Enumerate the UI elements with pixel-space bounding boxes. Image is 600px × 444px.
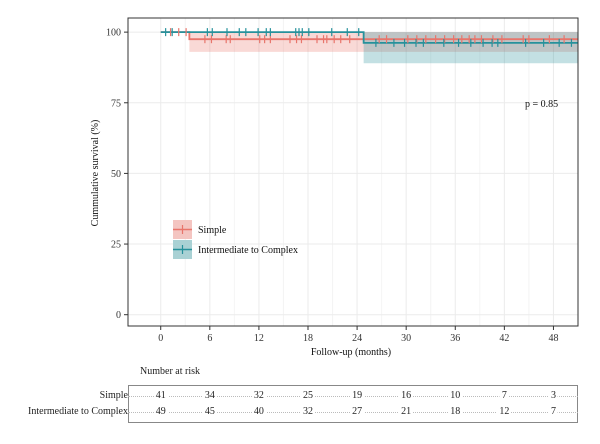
grid-lines bbox=[128, 18, 578, 326]
km-survival-chart: 0 6 12 18 24 30 36 42 48 0 25 50 75 100 Cummulative s… bbox=[90, 17, 579, 358]
risk-row-label-complex: Intermediate to Complex bbox=[28, 406, 128, 417]
risk-value: 41 bbox=[153, 390, 168, 401]
legend-label-complex: Intermediate to Complex bbox=[198, 245, 298, 256]
y-axis-label: Cummulative survival (%) bbox=[90, 120, 101, 227]
x-tick-label: 36 bbox=[450, 333, 460, 344]
risk-value: 7 bbox=[499, 390, 509, 401]
risk-value: 32 bbox=[251, 390, 266, 401]
x-axis-label: Follow-up (months) bbox=[311, 347, 391, 358]
risk-value: 3 bbox=[548, 390, 558, 401]
censor-marks bbox=[165, 28, 573, 47]
risk-value: 19 bbox=[350, 390, 365, 401]
x-tick-label: 6 bbox=[207, 333, 212, 344]
y-tick-label: 100 bbox=[106, 28, 121, 39]
legend: Simple Intermediate to Complex bbox=[173, 220, 298, 259]
y-tick-label: 0 bbox=[116, 310, 121, 321]
risk-value: 7 bbox=[548, 406, 558, 417]
y-tick-label: 75 bbox=[111, 98, 121, 109]
plot-frame bbox=[127, 17, 579, 327]
risk-value: 49 bbox=[153, 406, 168, 417]
x-tick-label: 48 bbox=[548, 333, 558, 344]
risk-table-frame bbox=[128, 385, 578, 423]
risk-table-title: Number at risk bbox=[140, 366, 200, 377]
axes: 0 6 12 18 24 30 36 42 48 0 25 50 75 100 bbox=[106, 17, 579, 344]
x-tick-label: 24 bbox=[352, 333, 362, 344]
risk-value: 18 bbox=[448, 406, 463, 417]
risk-value: 21 bbox=[399, 406, 414, 417]
risk-value: 32 bbox=[301, 406, 315, 417]
x-tick-label: 0 bbox=[158, 333, 163, 344]
x-tick-label: 42 bbox=[499, 333, 509, 344]
y-tick-label: 50 bbox=[111, 169, 121, 180]
x-tick-label: 18 bbox=[303, 333, 313, 344]
x-tick-label: 30 bbox=[401, 333, 411, 344]
y-tick-label: 25 bbox=[111, 240, 121, 251]
risk-value: 12 bbox=[497, 406, 512, 417]
risk-value: 16 bbox=[399, 390, 414, 401]
risk-value: 10 bbox=[448, 390, 463, 401]
risk-value: 40 bbox=[251, 406, 266, 417]
legend-label-simple: Simple bbox=[198, 225, 227, 236]
risk-value: 34 bbox=[202, 390, 217, 401]
p-value-annotation: p = 0.85 bbox=[525, 99, 558, 110]
risk-value: 27 bbox=[350, 406, 365, 417]
confidence-bands bbox=[160, 32, 578, 64]
x-tick-label: 12 bbox=[254, 333, 264, 344]
risk-value: 45 bbox=[202, 406, 217, 417]
risk-row-label-simple: Simple bbox=[99, 390, 128, 401]
risk-value: 25 bbox=[301, 390, 315, 401]
